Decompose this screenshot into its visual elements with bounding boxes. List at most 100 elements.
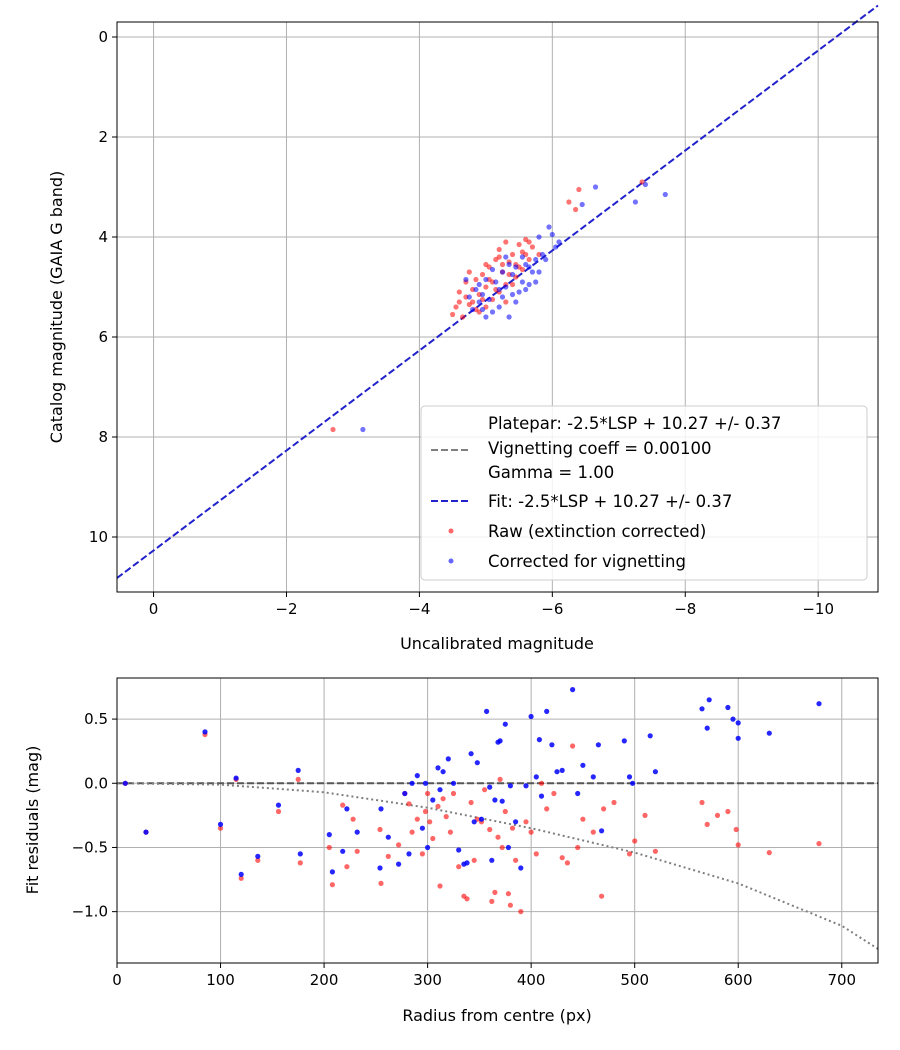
- calibration-corrected-point: [526, 281, 532, 288]
- calibration-corrected-point: [499, 294, 506, 300]
- residuals-raw-point: [570, 743, 576, 749]
- residuals-raw-point: [502, 808, 508, 815]
- residuals-corrected-point: [471, 819, 477, 825]
- residuals-raw-point: [443, 814, 449, 820]
- residuals-raw-point: [422, 808, 429, 815]
- residuals-x-tick-label: 500: [620, 971, 649, 989]
- calibration-corrected-point: [476, 299, 482, 305]
- calibration-corrected-point: [466, 294, 472, 300]
- calibration-raw-point: [566, 199, 572, 205]
- residuals-corrected-point: [725, 704, 731, 711]
- calibration-corrected-point: [473, 286, 479, 293]
- residuals-raw-point: [735, 842, 741, 848]
- residuals-raw-point: [468, 799, 474, 806]
- calibration-x-tick-label: −6: [541, 600, 563, 618]
- residuals-raw-point: [733, 826, 739, 833]
- calibration-corrected-point: [529, 269, 536, 275]
- residuals-raw-point: [725, 808, 731, 815]
- calibration-raw-point: [526, 239, 532, 245]
- residuals-raw-point: [471, 857, 477, 863]
- residuals-corrected-point: [580, 762, 586, 768]
- residuals-raw-point: [611, 799, 617, 806]
- residuals-corrected-point: [559, 767, 565, 774]
- residuals-raw-point: [450, 790, 457, 797]
- residuals-raw-point: [699, 799, 705, 806]
- residuals-raw-point: [518, 909, 524, 915]
- calibration-raw-point: [496, 246, 502, 253]
- residuals-corrected-point: [513, 819, 519, 825]
- calibration-raw-point: [519, 266, 526, 273]
- calibration-corrected-point: [509, 291, 516, 298]
- residuals-raw-point: [447, 829, 453, 835]
- residuals-raw-point: [632, 838, 638, 844]
- residuals-x-tick-label: 200: [310, 971, 339, 989]
- calibration-raw-point: [450, 311, 456, 318]
- residuals-corrected-point: [445, 756, 451, 762]
- residuals-corrected-point: [735, 735, 741, 741]
- legend-corrected-label: Corrected for vignetting: [488, 552, 686, 571]
- residuals-corrected-point: [422, 780, 429, 786]
- calibration-corrected-point: [483, 276, 489, 283]
- residuals-corrected-point: [621, 738, 627, 744]
- residuals-ticks: 0 100 200 300 400 500 600 700 0.5 0.0 −0.5 −1.0: [72, 710, 857, 989]
- calibration-corrected-point: [632, 199, 639, 205]
- residuals-raw-point: [464, 896, 470, 902]
- residuals-corrected-point: [630, 780, 636, 786]
- residuals-corrected-point: [549, 742, 555, 748]
- calibration-corrected-point: [533, 256, 539, 263]
- residuals-corrected-point: [505, 844, 511, 851]
- residuals-corrected-point: [450, 780, 457, 786]
- residuals-raw-point: [275, 808, 282, 815]
- calibration-corrected-point: [543, 256, 549, 263]
- residuals-raw-point: [575, 844, 581, 851]
- residuals-corrected-point: [378, 806, 384, 812]
- calibration-raw-point: [460, 314, 466, 320]
- residuals-raw-point: [406, 801, 412, 807]
- residuals-y-axis-label: Fit residuals (mag): [23, 746, 42, 895]
- residuals-corrected-point: [275, 802, 282, 808]
- calibration-corrected-point: [526, 264, 532, 270]
- residuals-raw-point: [217, 825, 224, 831]
- residuals-raw-point: [489, 898, 495, 905]
- calibration-corrected-point: [479, 306, 486, 313]
- residuals-corrected-point: [474, 760, 480, 766]
- calibration-corrected-point: [499, 269, 506, 275]
- residuals-raw-point: [255, 857, 261, 863]
- residuals-corrected-point: [699, 706, 705, 712]
- calibration-corrected-point: [486, 296, 492, 303]
- calibration-corrected-point: [509, 271, 516, 278]
- residuals-x-axis-label: Radius from centre (px): [402, 1006, 591, 1025]
- residuals-raw-point: [652, 848, 659, 854]
- calibration-raw-point: [496, 254, 502, 260]
- residuals-corrected-point: [523, 783, 529, 789]
- residuals-raw-point: [326, 844, 332, 851]
- calibration-corrected-point: [519, 254, 526, 260]
- calibration-corrected-point: [536, 269, 542, 275]
- residuals-raw-point: [766, 850, 772, 856]
- residuals-vignetting-curve: [116, 782, 879, 950]
- calibration-corrected-point: [556, 239, 562, 245]
- residuals-raw-point: [350, 816, 356, 822]
- residuals-corrected-point: [647, 733, 653, 739]
- residuals-corrected-point: [492, 797, 498, 803]
- calibration-raw-point: [479, 271, 486, 278]
- residuals-corrected-point: [489, 857, 495, 863]
- residuals-raw-point: [704, 821, 710, 828]
- residuals-x-tick-label: 300: [413, 971, 442, 989]
- legend-corrected-marker: [448, 558, 454, 564]
- calibration-x-tick-label: −10: [802, 600, 834, 618]
- calibration-ticks: 0 −2 −4 −6 −8 −10 0 2 4 6 8 10: [89, 28, 834, 618]
- residuals-corrected-point: [554, 769, 560, 775]
- residuals-raw-point: [340, 802, 346, 808]
- residuals-corrected-point: [385, 834, 391, 840]
- residuals-corrected-point: [326, 832, 332, 838]
- residuals-raw-point: [396, 842, 402, 848]
- calibration-corrected-point: [642, 181, 649, 188]
- residuals-plot-frame: [116, 677, 879, 964]
- residuals-raw-point: [385, 853, 391, 860]
- residuals-raw-point: [430, 835, 436, 842]
- residuals-marks: [116, 687, 879, 950]
- residuals-corrected-point: [435, 765, 441, 771]
- residuals-corrected-point: [706, 697, 712, 703]
- residuals-raw-point: [419, 851, 425, 857]
